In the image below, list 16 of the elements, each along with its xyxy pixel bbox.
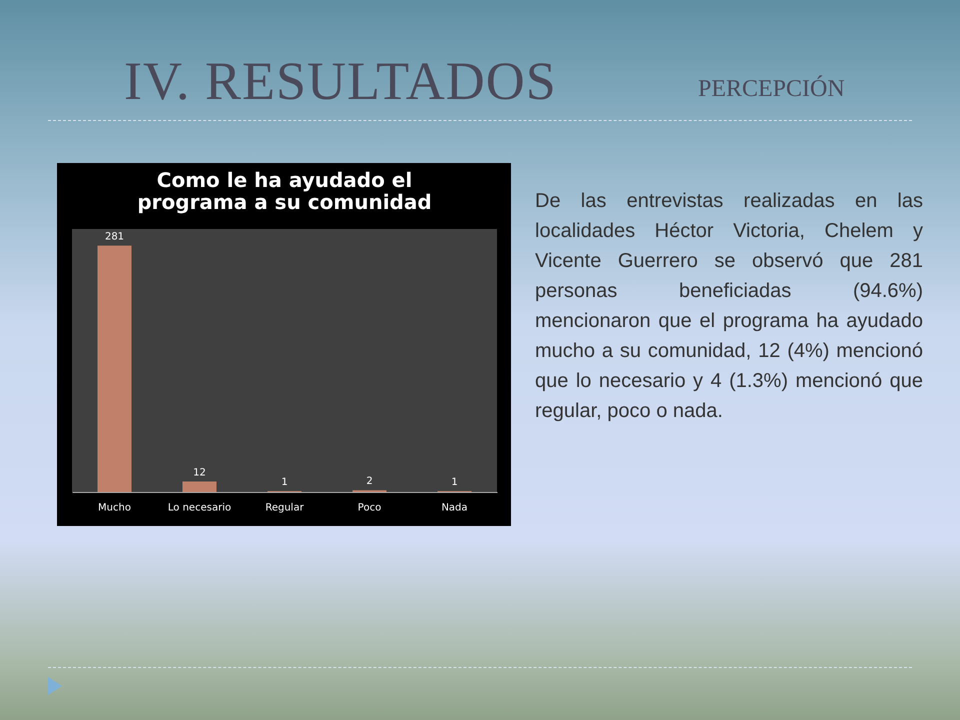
x-tick-label: Lo necesario [168, 502, 232, 514]
bar [182, 481, 216, 492]
data-label: 12 [193, 467, 206, 478]
text: PERCEPCIÓN [698, 76, 845, 103]
text: De las entrevistas realizadas en las localidades Héctor Victoria, Chelem y Vicente Guerrero se observó que 281 personas beneficiadas (94.6%) mencionaron que el programa ha ayudado mucho a su comunidad, 12 (4%) mencionó que lo necesario y 4 (1.3%) mencionó que regular, poco o nada. [535, 189, 923, 424]
chart-title: Como le ha ayudado el programa a su comunidad [137, 168, 432, 214]
text: IV. RESULTADOS [124, 50, 557, 112]
x-tick-label: Mucho [98, 502, 131, 514]
x-tick-label: Nada [441, 502, 468, 514]
data-label: 1 [281, 477, 288, 488]
bar [98, 246, 132, 492]
data-label: 2 [366, 476, 373, 488]
x-tick-label: Regular [265, 502, 305, 514]
x-tick-label: Poco [358, 502, 382, 514]
data-label: 281 [104, 232, 124, 243]
data-label: 1 [451, 477, 458, 488]
